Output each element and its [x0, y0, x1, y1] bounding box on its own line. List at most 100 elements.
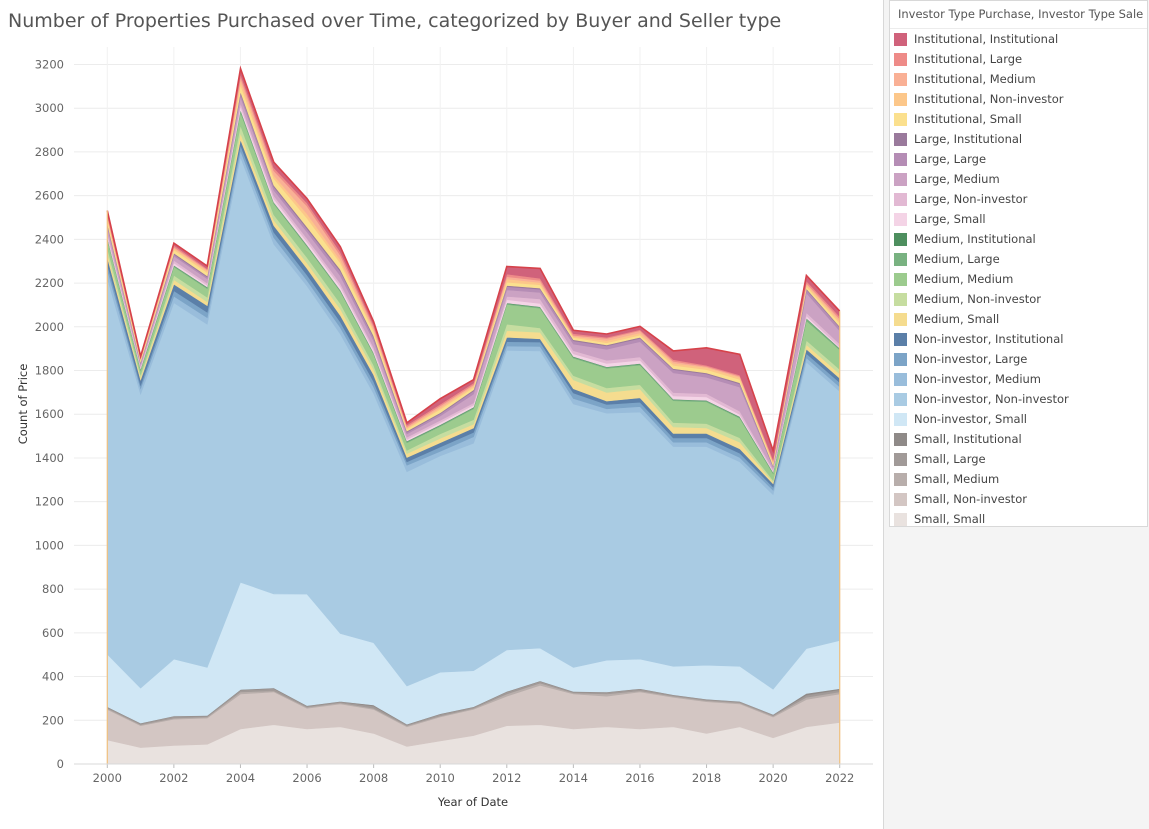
- legend-label: Large, Medium: [914, 172, 1000, 186]
- x-tick-label: 2020: [758, 771, 787, 785]
- y-tick-label: 3200: [35, 57, 64, 71]
- y-tick-label: 3000: [35, 101, 64, 115]
- y-tick-label: 2000: [35, 320, 64, 334]
- x-axis-title: Year of Date: [437, 795, 508, 809]
- legend-swatch: [894, 292, 907, 306]
- legend-item[interactable]: Institutional, Non-investor: [894, 90, 1063, 108]
- legend: Investor Type Purchase, Investor Type Sa…: [889, 0, 1148, 527]
- y-tick-label: 2600: [35, 189, 64, 203]
- x-tick-label: 2022: [825, 771, 854, 785]
- legend-swatch: [894, 192, 907, 206]
- legend-swatch: [894, 432, 907, 446]
- y-tick-label: 600: [42, 626, 64, 640]
- axis-layer: 0 200 400 600 800 1000 1200 1400 1600 1800 2000 220…: [35, 57, 873, 785]
- legend-label: Medium, Small: [914, 312, 1000, 326]
- legend-swatch: [894, 232, 907, 246]
- y-axis-title: Count of Price: [16, 364, 30, 445]
- legend-swatch: [894, 72, 907, 86]
- y-tick-label: 1000: [35, 538, 64, 552]
- legend-label: Non-investor, Small: [914, 412, 1027, 426]
- legend-item[interactable]: Large, Institutional: [894, 130, 1022, 148]
- legend-swatch: [894, 352, 907, 366]
- legend-item[interactable]: Small, Medium: [894, 470, 999, 488]
- legend-item[interactable]: Medium, Medium: [894, 270, 1013, 288]
- legend-swatch: [894, 152, 907, 166]
- legend-item[interactable]: Non-investor, Institutional: [894, 330, 1063, 348]
- legend-label: Small, Large: [914, 452, 986, 466]
- area-layer: [106, 65, 841, 765]
- legend-item[interactable]: Non-investor, Small: [894, 410, 1027, 428]
- legend-label: Medium, Large: [914, 252, 1000, 266]
- legend-item[interactable]: Large, Small: [894, 210, 986, 228]
- legend-item[interactable]: Small, Non-investor: [894, 490, 1027, 508]
- legend-label: Institutional, Small: [914, 112, 1022, 126]
- chart-title: Number of Properties Purchased over Time…: [8, 10, 782, 32]
- legend-label: Non-investor, Medium: [914, 372, 1041, 386]
- legend-swatch: [894, 272, 907, 286]
- y-tick-label: 2200: [35, 276, 64, 290]
- legend-item[interactable]: Institutional, Small: [894, 110, 1022, 128]
- legend-swatch: [894, 172, 907, 186]
- y-tick-label: 1400: [35, 451, 64, 465]
- legend-item[interactable]: Institutional, Medium: [894, 70, 1036, 88]
- x-tick-label: 2014: [559, 771, 588, 785]
- x-tick-label: 2000: [93, 771, 122, 785]
- legend-swatch: [894, 412, 907, 426]
- legend-label: Large, Large: [914, 152, 987, 166]
- legend-label: Small, Institutional: [914, 432, 1022, 446]
- legend-label: Large, Institutional: [914, 132, 1023, 146]
- legend-item[interactable]: Medium, Small: [894, 310, 999, 328]
- legend-item[interactable]: Large, Medium: [894, 170, 1000, 188]
- legend-swatch: [894, 112, 907, 126]
- legend-label: Small, Small: [914, 512, 986, 526]
- legend-item[interactable]: Non-investor, Large: [894, 350, 1027, 368]
- legend-swatch: [894, 452, 907, 466]
- legend-swatch: [894, 312, 907, 326]
- legend-item[interactable]: Large, Non-investor: [894, 190, 1027, 208]
- legend-swatch: [894, 512, 907, 526]
- legend-item[interactable]: Institutional, Institutional: [894, 30, 1058, 48]
- legend-label: Institutional, Medium: [914, 72, 1036, 86]
- legend-swatch: [894, 132, 907, 146]
- legend-item[interactable]: Institutional, Large: [894, 50, 1022, 68]
- x-tick-label: 2006: [292, 771, 321, 785]
- legend-label: Medium, Non-investor: [914, 292, 1041, 306]
- legend-label: Medium, Institutional: [914, 232, 1036, 246]
- legend-swatch: [894, 32, 907, 46]
- legend-item[interactable]: Medium, Large: [894, 250, 1000, 268]
- y-tick-label: 2800: [35, 145, 64, 159]
- x-tick-label: 2004: [226, 771, 255, 785]
- legend-title: Investor Type Purchase, Investor Type Sa…: [890, 1, 1147, 29]
- x-tick-label: 2002: [159, 771, 188, 785]
- legend-swatch: [894, 332, 907, 346]
- legend-label: Small, Medium: [914, 472, 1000, 486]
- y-tick-label: 1800: [35, 364, 64, 378]
- legend-swatch: [894, 212, 907, 226]
- x-tick-label: 2012: [492, 771, 521, 785]
- legend-item[interactable]: Medium, Institutional: [894, 230, 1036, 248]
- x-tick-label: 2010: [426, 771, 455, 785]
- legend-label: Small, Non-investor: [914, 492, 1027, 506]
- legend-swatch: [894, 472, 907, 486]
- x-tick-label: 2008: [359, 771, 388, 785]
- legend-label: Large, Non-investor: [914, 192, 1028, 206]
- legend-swatch: [894, 52, 907, 66]
- y-tick-label: 800: [42, 582, 64, 596]
- legend-swatch: [894, 492, 907, 506]
- x-tick-label: 2016: [625, 771, 654, 785]
- legend-item[interactable]: Small, Large: [894, 450, 986, 468]
- legend-item[interactable]: Small, Small: [894, 510, 985, 528]
- legend-label: Non-investor, Institutional: [914, 332, 1064, 346]
- legend-item[interactable]: Medium, Non-investor: [894, 290, 1041, 308]
- legend-item[interactable]: Small, Institutional: [894, 430, 1022, 448]
- legend-item[interactable]: Non-investor, Non-investor: [894, 390, 1069, 408]
- legend-item[interactable]: Large, Large: [894, 150, 986, 168]
- legend-item[interactable]: Non-investor, Medium: [894, 370, 1041, 388]
- legend-label: Institutional, Non-investor: [914, 92, 1064, 106]
- legend-swatch: [894, 92, 907, 106]
- legend-label: Medium, Medium: [914, 272, 1014, 286]
- chart-svg: 0 200 400 600 800 1000 1200 1400 1600 1800 2000 220…: [16, 47, 873, 809]
- legend-label: Institutional, Institutional: [914, 32, 1059, 46]
- y-tick-label: 200: [42, 713, 64, 727]
- legend-label: Large, Small: [914, 212, 986, 226]
